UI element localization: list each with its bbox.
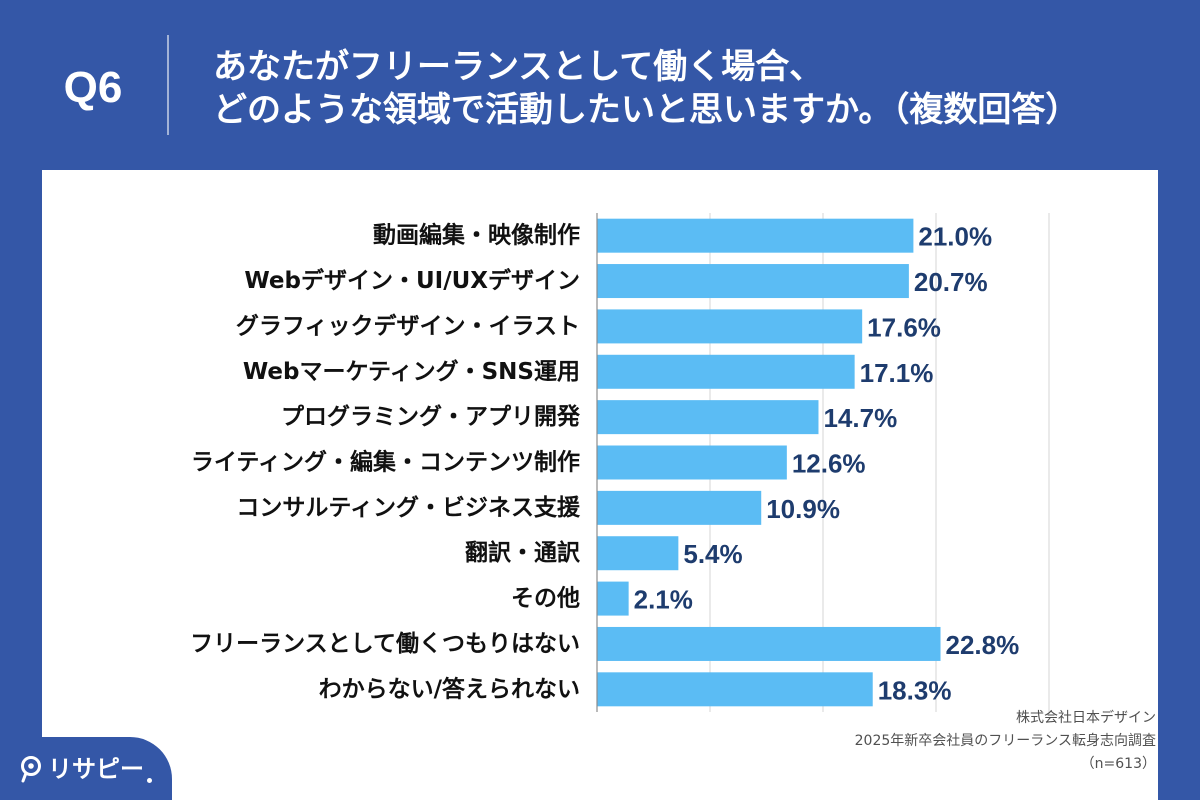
bar-11	[597, 672, 873, 707]
category-label-11: わからない/答えられない	[319, 675, 580, 702]
category-label-5: プログラミング・アプリ開発	[281, 403, 581, 430]
data-label-9: 2.1%	[634, 585, 693, 615]
header-divider	[167, 35, 169, 135]
logo-dot	[147, 778, 152, 783]
category-label-4: Webマーケティング・SNS運用	[243, 358, 580, 385]
category-label-6: ライティング・編集・コンテンツ制作	[191, 449, 580, 476]
category-label-2: Webデザイン・UI/UXデザイン	[244, 267, 580, 294]
bar-4	[597, 354, 855, 389]
bar-3	[597, 309, 863, 344]
data-label-5: 14.7%	[823, 403, 897, 433]
source-company: 株式会社日本デザイン	[1016, 710, 1156, 726]
bar-6	[597, 445, 787, 480]
data-label-4: 17.1%	[860, 358, 934, 388]
bar-5	[597, 400, 819, 435]
chart-title: あなたがフリーランスとして働く場合、 どのような領域で活動したいと思いますか。（…	[213, 46, 1079, 132]
data-label-11: 18.3%	[878, 675, 952, 705]
category-label-3: グラフィックデザイン・イラスト	[236, 312, 580, 339]
category-label-10: フリーランスとして働くつもりはない	[190, 631, 580, 657]
data-label-10: 22.8%	[946, 630, 1020, 660]
data-label-3: 17.6%	[867, 312, 941, 342]
data-label-8: 5.4%	[683, 539, 742, 569]
bar-7	[597, 490, 762, 525]
bar-1	[597, 218, 914, 253]
source-note: 株式会社日本デザイン 2025年新卒会社員のフリーランス転身志向調査 （n=61…	[855, 707, 1156, 776]
logo-text: リサピー	[48, 754, 144, 783]
title-line-2: どのような領域で活動したいと思いますか。（複数回答）	[213, 90, 1080, 130]
category-label-1: 動画編集・映像制作	[373, 222, 580, 249]
category-label-9: その他	[511, 586, 580, 612]
chart-panel: 動画編集・映像制作 21.0% Webデザイン・UI/UXデザイン 20.7% グラフィ…	[42, 170, 1158, 800]
data-label-7: 10.9%	[766, 494, 840, 524]
header: Q6 あなたがフリーランスとして働く場合、 どのような領域で活動したいと思います…	[0, 0, 1200, 170]
data-label-2: 20.7%	[914, 267, 988, 297]
question-number: Q6	[63, 63, 123, 112]
data-label-1: 21.0%	[918, 222, 992, 252]
bar-2	[597, 264, 909, 299]
category-label-8: 翻訳・通訳	[465, 539, 581, 566]
bar-8	[597, 536, 679, 571]
title-line-1: あなたがフリーランスとして働く場合、	[213, 47, 824, 87]
bar-chart: 動画編集・映像制作 21.0% Webデザイン・UI/UXデザイン 20.7% グラフィ…	[190, 213, 1050, 712]
bar-9	[597, 581, 629, 616]
survey-title: 2025年新卒会社員のフリーランス転身志向調査	[854, 733, 1156, 749]
brand-logo: リサピー	[0, 737, 172, 800]
sample-size: （n=613）	[1080, 756, 1156, 772]
location-pin-icon	[19, 754, 43, 784]
data-label-6: 12.6%	[792, 449, 866, 479]
category-label-7: コンサルティング・ビジネス支援	[236, 494, 581, 521]
bar-10	[597, 626, 941, 661]
